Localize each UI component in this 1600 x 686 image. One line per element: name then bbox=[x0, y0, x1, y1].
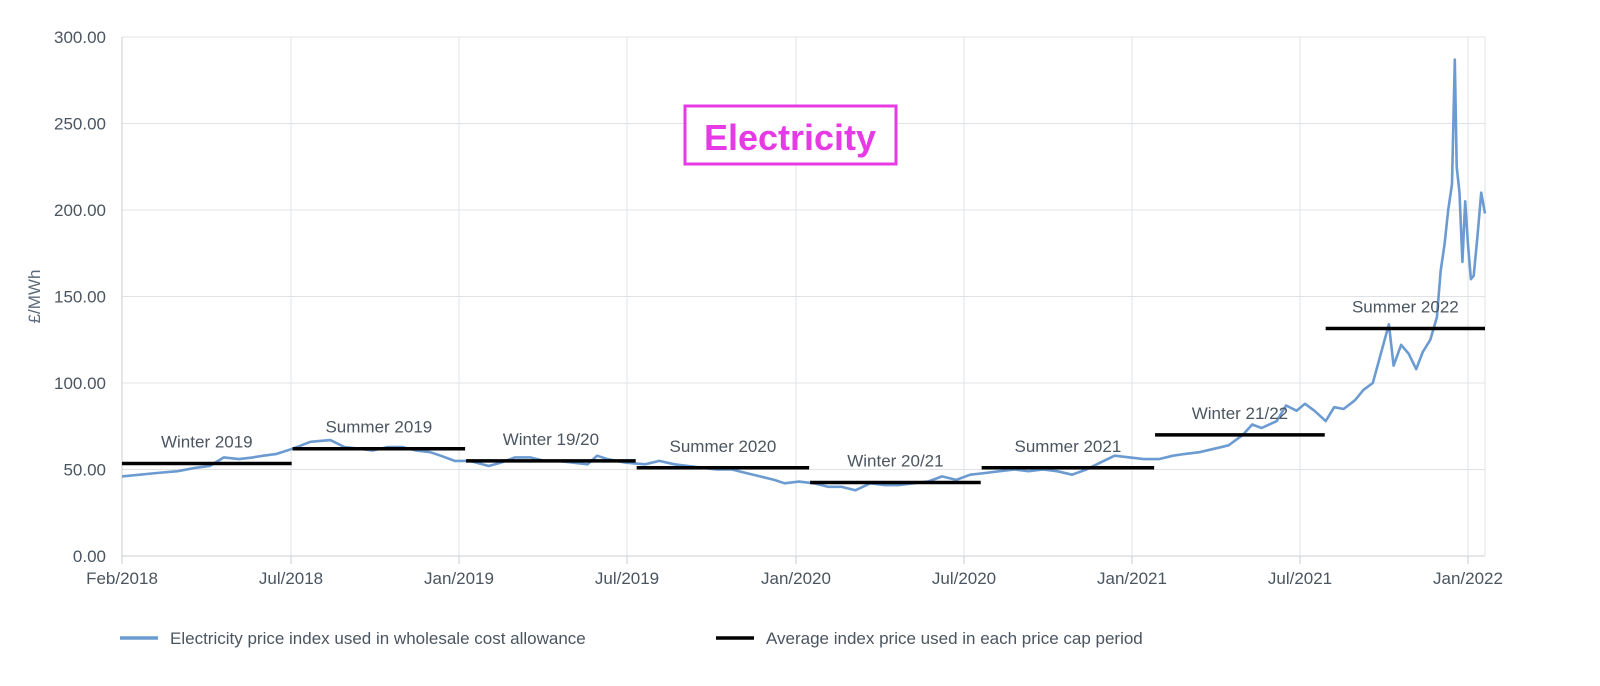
title-frame bbox=[683, 104, 898, 166]
y-tick-label: 250.00 bbox=[54, 115, 106, 134]
legend-item: Average index price used in each price c… bbox=[716, 629, 1143, 648]
period-label: Summer 2021 bbox=[1015, 437, 1122, 456]
x-tick-label: Jul/2021 bbox=[1268, 569, 1332, 588]
average-price-series: Winter 2019 Summer 2019 Winter 19/20 Summer… bbox=[122, 298, 1485, 485]
x-tick-label: Jan/2022 bbox=[1433, 569, 1503, 588]
period-label: Winter 21/22 bbox=[1192, 404, 1288, 423]
y-axis: 0.00 50.00 100.00 150.00 200.00 250.00 300.00 bbox=[54, 28, 106, 566]
x-tick-label: Jan/2020 bbox=[761, 569, 831, 588]
period-label: Winter 19/20 bbox=[503, 430, 599, 449]
period-label: Summer 2019 bbox=[325, 418, 432, 437]
period-label: Summer 2022 bbox=[1352, 298, 1459, 317]
x-tick-label: Jan/2019 bbox=[424, 569, 494, 588]
x-tick-label: Jul/2019 bbox=[595, 569, 659, 588]
price-index-line bbox=[121, 58, 1487, 492]
y-tick-label: 150.00 bbox=[54, 288, 106, 307]
y-axis-label: £/MWh bbox=[25, 270, 44, 324]
y-tick-label: 50.00 bbox=[63, 461, 106, 480]
chart-title: Electricity bbox=[683, 104, 898, 166]
chart-title-text: Electricity bbox=[704, 117, 876, 158]
x-tick-label: Jul/2018 bbox=[259, 569, 323, 588]
period-label: Winter 2019 bbox=[161, 432, 253, 451]
legend: Electricity price index used in wholesal… bbox=[120, 629, 1143, 648]
legend-label: Electricity price index used in wholesal… bbox=[170, 629, 586, 648]
legend-item: Electricity price index used in wholesal… bbox=[120, 629, 586, 648]
x-tick-label: Jul/2020 bbox=[932, 569, 996, 588]
y-tick-label: 200.00 bbox=[54, 201, 106, 220]
y-tick-label: 300.00 bbox=[54, 28, 106, 47]
x-tick-label: Jan/2021 bbox=[1097, 569, 1167, 588]
x-tick-label: Feb/2018 bbox=[86, 569, 158, 588]
price-index-series bbox=[121, 58, 1487, 492]
period-label: Summer 2020 bbox=[670, 437, 777, 456]
y-tick-label: 100.00 bbox=[54, 374, 106, 393]
legend-label: Average index price used in each price c… bbox=[766, 629, 1143, 648]
x-axis: Feb/2018 Jul/2018 Jan/2019 Jul/2019 Jan/2020… bbox=[86, 556, 1503, 588]
y-tick-label: 0.00 bbox=[73, 547, 106, 566]
period-label: Winter 20/21 bbox=[847, 451, 943, 470]
